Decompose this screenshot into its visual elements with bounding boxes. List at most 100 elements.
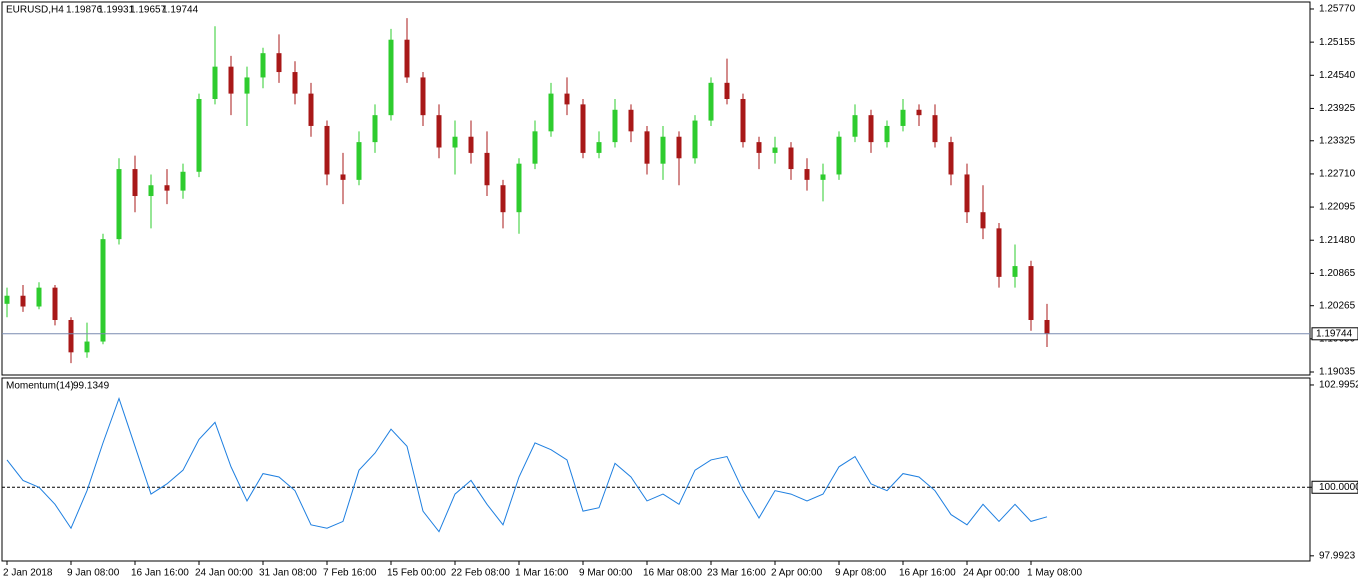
- candle-body: [1044, 319, 1050, 334]
- candle-body: [804, 169, 810, 180]
- last-low: 1.19657: [130, 5, 167, 16]
- candle-body: [20, 295, 26, 307]
- x-tick-label: 1 May 08:00: [1027, 568, 1082, 579]
- candle-body: [644, 131, 650, 164]
- candle-body: [212, 66, 218, 99]
- candle-body: [900, 109, 906, 126]
- candle-body: [132, 169, 138, 197]
- x-tick-label: 1 Mar 16:00: [515, 568, 569, 579]
- candle-body: [724, 82, 730, 99]
- momentum-pane: [1, 377, 1311, 562]
- x-tick-label: 9 Apr 08:00: [835, 568, 887, 579]
- x-tick-label: 24 Apr 00:00: [963, 568, 1020, 579]
- candle-body: [1028, 266, 1034, 320]
- candle-body: [4, 295, 10, 304]
- candle-body: [628, 109, 634, 132]
- candle-body: [436, 115, 442, 148]
- level-box: [1311, 480, 1358, 494]
- candle-body: [148, 185, 154, 197]
- x-tick-label: 9 Jan 08:00: [67, 568, 120, 579]
- candle-body: [244, 77, 250, 94]
- x-tick-label: 24 Jan 00:00: [195, 568, 253, 579]
- candle-body: [68, 319, 74, 353]
- price-box: [1311, 327, 1358, 341]
- candle-body: [100, 239, 106, 342]
- candle-body: [868, 115, 874, 143]
- candle-body: [340, 174, 346, 180]
- candle-body: [532, 131, 538, 164]
- candle-body: [548, 93, 554, 132]
- x-tick-label: 16 Jan 16:00: [131, 568, 189, 579]
- candle-body: [692, 120, 698, 159]
- candle-body: [308, 93, 314, 126]
- candle-body: [756, 142, 762, 153]
- x-tick-label: 16 Mar 08:00: [643, 568, 702, 579]
- momentum-line: [6, 396, 1048, 533]
- candle-body: [516, 163, 522, 213]
- candle-body: [852, 115, 858, 137]
- x-tick-label: 23 Mar 16:00: [707, 568, 766, 579]
- candle-body: [676, 136, 682, 159]
- last-close: 1.19744: [162, 5, 199, 16]
- candle-body: [980, 212, 986, 229]
- candle-body: [580, 104, 586, 153]
- y-tick-label: 1.22710: [1319, 169, 1356, 180]
- candle-body: [916, 109, 922, 116]
- candle-body: [164, 185, 170, 191]
- candle-body: [116, 169, 122, 240]
- x-tick-label: 9 Mar 00:00: [579, 568, 633, 579]
- candle-body: [468, 136, 474, 153]
- candle-body: [500, 185, 506, 213]
- price-box-label: 1.19744: [1316, 328, 1353, 339]
- y-tick-label: 1.23325: [1319, 135, 1356, 146]
- candle-body: [612, 109, 618, 143]
- candle-body: [740, 98, 746, 143]
- y-tick-label: 1.24540: [1319, 70, 1356, 81]
- x-tick-label: 31 Jan 08:00: [259, 568, 317, 579]
- indicator-value: 99.1349: [73, 381, 110, 392]
- candle-body: [452, 136, 458, 148]
- x-tick-label: 16 Apr 16:00: [899, 568, 956, 579]
- y-tick-label: 1.23925: [1319, 103, 1356, 114]
- candle-body: [484, 152, 490, 186]
- x-tick-label: 7 Feb 16:00: [323, 568, 377, 579]
- candle-body: [772, 147, 778, 153]
- x-tick-label: 22 Feb 08:00: [451, 568, 510, 579]
- candle-body: [36, 287, 42, 307]
- y-tick-label: 1.21480: [1319, 235, 1356, 246]
- indicator-title: Momentum(14): [6, 381, 74, 392]
- candle-body: [660, 136, 666, 164]
- candle-body: [276, 53, 282, 73]
- candle-body: [884, 125, 890, 143]
- x-tick-label: 2 Apr 00:00: [771, 568, 823, 579]
- x-tick-label: 15 Feb 00:00: [387, 568, 446, 579]
- y-tick-label: 1.20265: [1319, 300, 1356, 311]
- candle-body: [596, 142, 602, 153]
- candle-body: [292, 72, 298, 94]
- last-open: 1.19876: [66, 5, 103, 16]
- candle-body: [324, 125, 330, 175]
- symbol-title: EURUSD,H4: [6, 5, 64, 16]
- candle-body: [932, 115, 938, 143]
- candle-body: [1012, 266, 1018, 277]
- y-tick-label: 102.9952: [1319, 380, 1358, 391]
- y-tick-label: 100.0000: [1319, 482, 1358, 493]
- y-tick-label: 1.19035: [1319, 367, 1356, 378]
- candle-body: [420, 77, 426, 116]
- candle-body: [564, 93, 570, 105]
- candle-body: [84, 341, 90, 353]
- y-tick-label: 1.22095: [1319, 202, 1356, 213]
- candle-body: [996, 228, 1002, 277]
- candle-body: [372, 115, 378, 143]
- last-high: 1.19931: [98, 5, 135, 16]
- candle-body: [404, 39, 410, 78]
- candle-body: [708, 82, 714, 121]
- candle-body: [836, 136, 842, 175]
- candle-body: [356, 142, 362, 180]
- candle-body: [52, 287, 58, 320]
- candle-body: [964, 174, 970, 213]
- candle-body: [260, 53, 266, 78]
- candle-body: [820, 174, 826, 180]
